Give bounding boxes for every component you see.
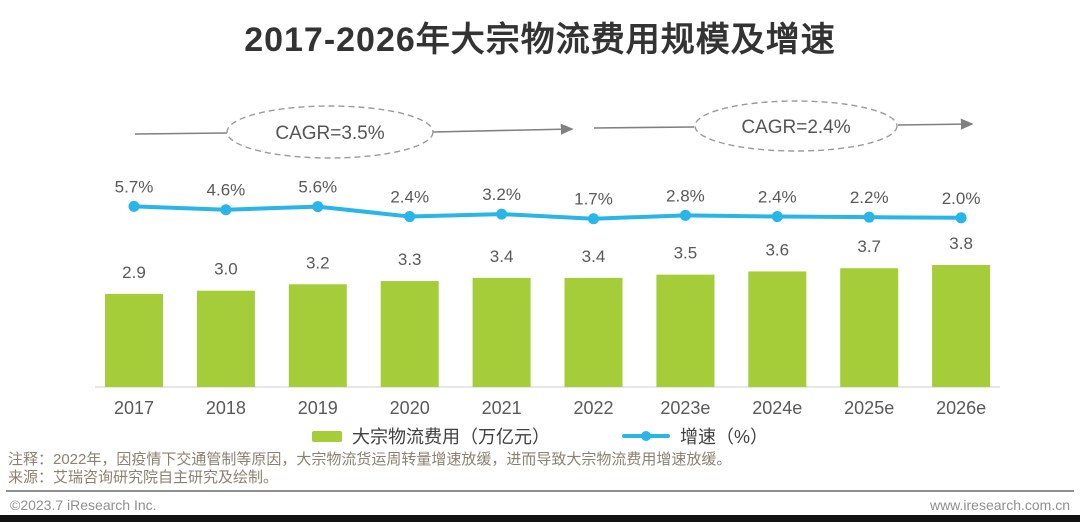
trend-arrow (897, 118, 974, 130)
growth-value-label: 5.7% (115, 177, 154, 196)
bar-2019 (288, 284, 347, 387)
footer-divider (6, 490, 1074, 492)
growth-value-label: 2.8% (666, 186, 705, 205)
growth-value-label: 1.7% (574, 190, 613, 209)
line-swatch-dot (640, 431, 651, 441)
bar-2018 (196, 290, 255, 387)
growth-point (220, 204, 232, 216)
growth-value-label: 2.0% (942, 189, 981, 208)
cagr-ellipse (694, 100, 898, 152)
bar-value-label: 3.8 (949, 234, 973, 253)
trend-arrow (432, 123, 574, 135)
trend-arrow (134, 132, 228, 135)
year-label: 2021 (482, 398, 522, 418)
bar-value-label: 3.6 (765, 240, 789, 259)
growth-point (496, 208, 508, 220)
year-label: 2018 (206, 398, 246, 418)
source-line: 来源：艾瑞咨询研究院自主研究及绘制。 (8, 469, 279, 486)
bar-2023e (656, 274, 715, 387)
legend-item-line: 增速（%） (621, 423, 768, 449)
growth-point (128, 200, 140, 212)
year-label: 2022 (573, 398, 613, 418)
legend-item-bar: 大宗物流费用（万亿元） (311, 423, 550, 449)
growth-line (132, 204, 964, 221)
year-label: 2026e (936, 398, 986, 418)
bar-2022 (564, 277, 623, 387)
cagr-label: CAGR=2.4% (741, 117, 850, 138)
bar-value-label: 3.5 (674, 244, 698, 263)
year-label: 2023e (660, 398, 710, 418)
bar-2025e (840, 268, 899, 387)
bar-value-label: 3.4 (582, 247, 606, 266)
bar-2021 (472, 277, 531, 387)
bar-2026e (932, 265, 991, 387)
year-label: 2025e (844, 398, 894, 418)
year-label: 2020 (390, 398, 430, 418)
growth-value-label: 3.2% (482, 185, 521, 204)
growth-point (312, 201, 324, 213)
bar-value-label: 3.3 (398, 250, 422, 269)
bar-value-label: 2.9 (122, 263, 146, 282)
growth-point (404, 211, 416, 223)
year-label: 2019 (298, 398, 338, 418)
page-footer: ©2023.7 iResearch Inc. www.iresearch.com… (10, 497, 1070, 513)
website-text: www.iresearch.com.cn (929, 497, 1070, 513)
year-label: 2024e (752, 398, 802, 418)
year-label: 2017 (114, 398, 154, 418)
cagr-label: CAGR=3.5% (275, 123, 384, 144)
growth-point (588, 213, 599, 225)
cagr-ellipse (226, 105, 434, 159)
growth-value-label: 5.6% (298, 178, 337, 197)
note-line: 注释：2022年，因疫情下交通管制等原因，大宗物流货运周转量增速放缓，进而导致大… (8, 451, 732, 468)
chart-legend: 大宗物流费用（万亿元） 增速（%） (0, 423, 1080, 449)
bar-value-label: 3.0 (214, 260, 238, 279)
growth-point (771, 211, 783, 223)
legend-bar-label: 大宗物流费用（万亿元） (351, 427, 550, 447)
growth-value-label: 2.4% (390, 188, 429, 207)
chart-notes: 注释：2022年，因疫情下交通管制等原因，大宗物流货运周转量增速放缓，进而导致大… (8, 451, 1072, 487)
bar-value-label: 3.7 (857, 237, 881, 256)
trend-arrow (593, 126, 695, 129)
growth-point (863, 211, 875, 223)
growth-value-label: 2.2% (850, 188, 889, 207)
bar-2017 (105, 293, 163, 387)
bar-value-label: 3.2 (306, 253, 330, 272)
growth-value-label: 4.6% (207, 181, 246, 200)
copyright-text: ©2023.7 iResearch Inc. (10, 497, 157, 513)
bar-series-swatch (311, 430, 342, 442)
growth-value-label: 2.4% (758, 188, 797, 207)
bar-2024e (748, 271, 807, 387)
growth-point (679, 209, 691, 221)
line-series-swatch (621, 430, 670, 442)
bottom-accent-bar (0, 515, 1080, 522)
bar-2020 (380, 281, 439, 387)
growth-point (955, 212, 967, 224)
bar-value-label: 3.4 (490, 247, 514, 266)
legend-line-label: 增速（%） (679, 427, 768, 447)
page-title: 2017-2026年大宗物流费用规模及增速 (244, 21, 836, 59)
